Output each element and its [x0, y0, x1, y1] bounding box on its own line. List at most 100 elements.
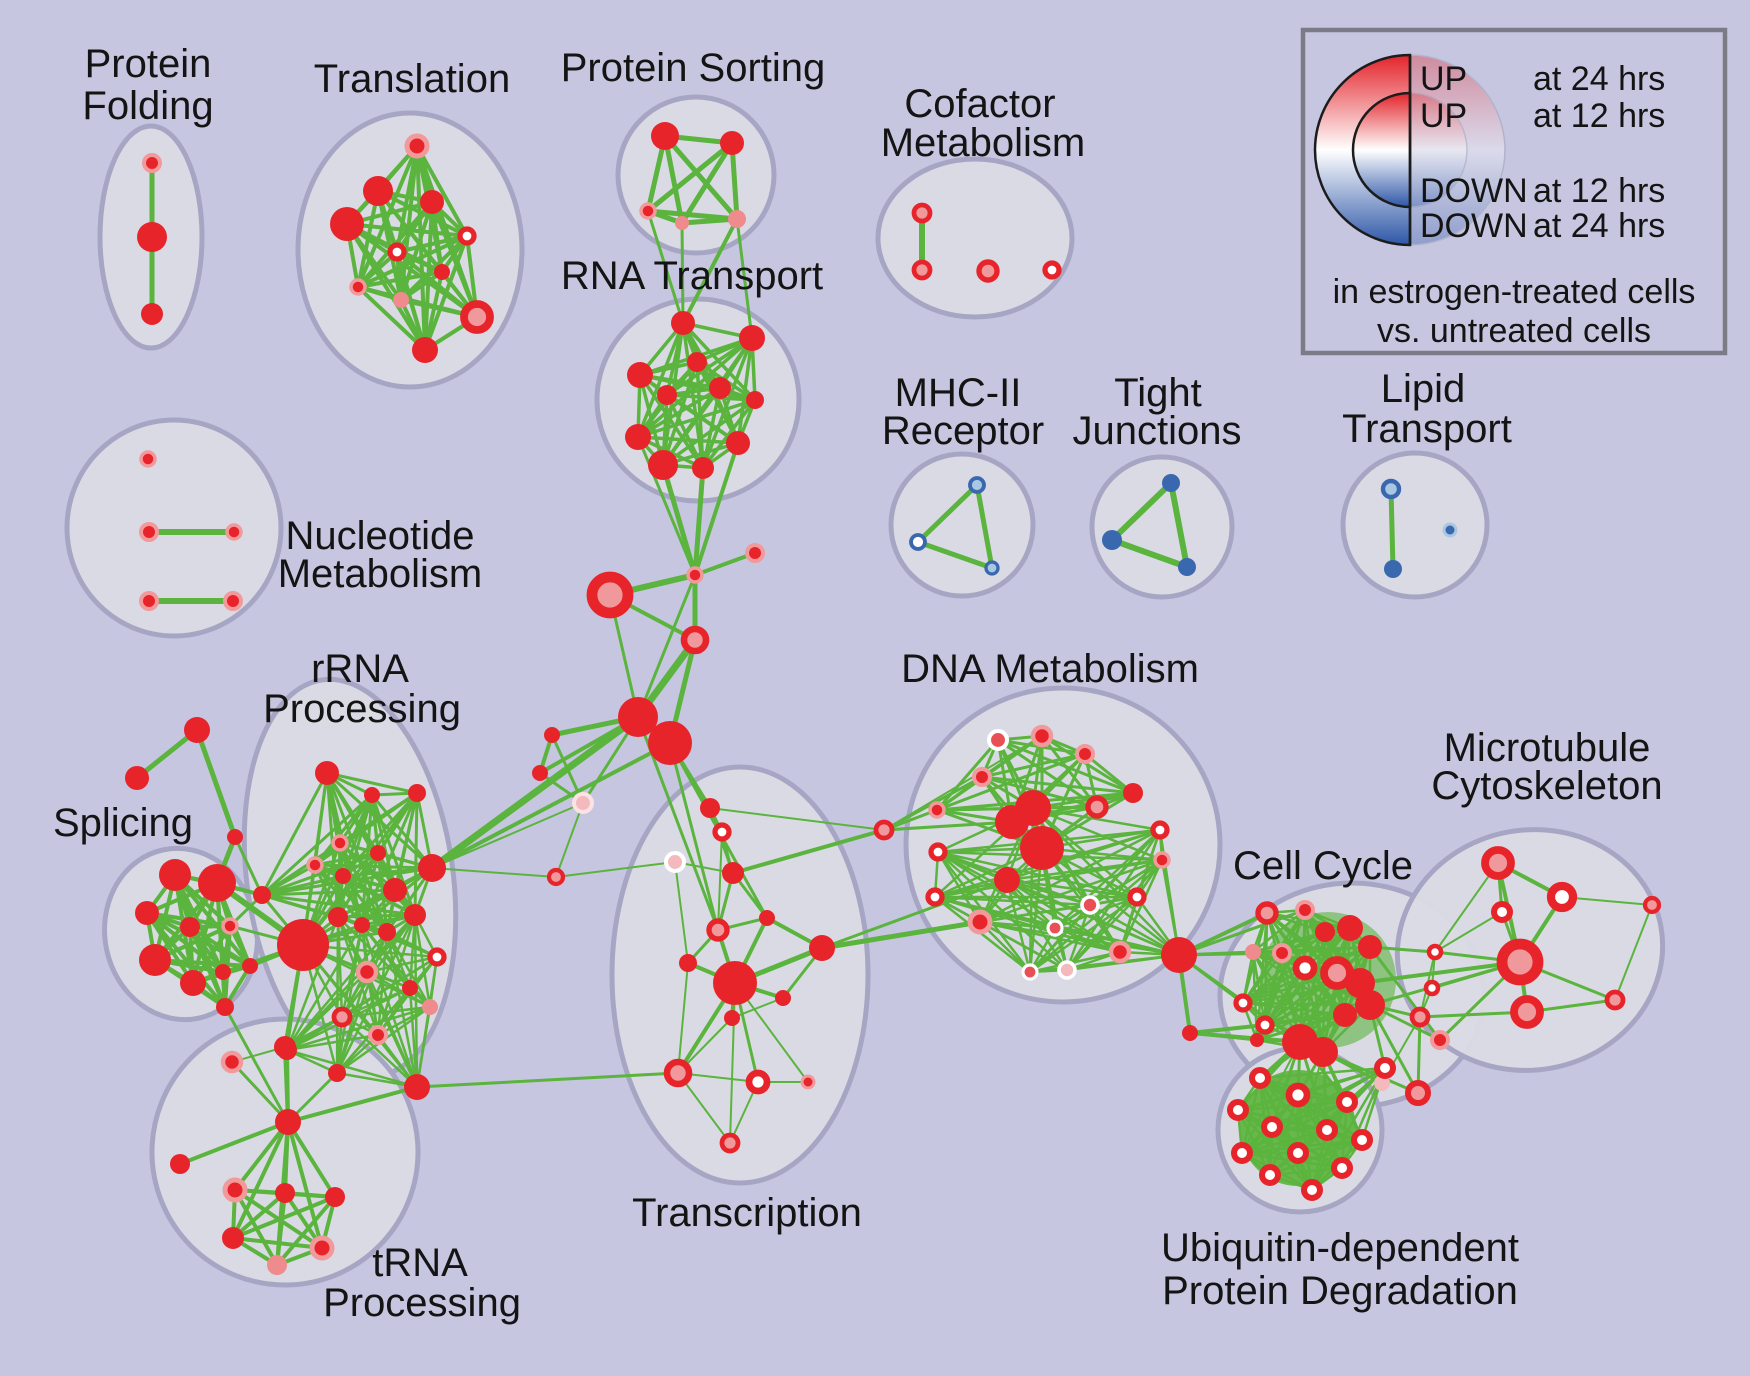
node-dn18: [1153, 851, 1171, 869]
node-s1: [651, 122, 679, 150]
node-cc4: [1337, 915, 1363, 941]
edge-pr1-rrc: [431, 802, 584, 869]
node-pf1: [142, 153, 162, 173]
edge-rr13-rr22: [413, 913, 419, 1089]
node-lp2: [1384, 560, 1402, 578]
edge-rr20-rr22: [285, 1048, 419, 1089]
cluster-rna-transport-label: RNA Transport: [561, 254, 823, 298]
legend-direction-label: UP: [1420, 97, 1467, 135]
node-dn1: [986, 728, 1010, 752]
edge-t1-t5: [415, 144, 469, 238]
node-ub4: [1227, 1099, 1249, 1121]
edge-rt8-rt11: [636, 435, 740, 445]
node-tx7: [745, 1069, 771, 1095]
edge-tnhub-tn5: [286, 1120, 324, 1250]
edge-t4-t11: [345, 222, 427, 352]
node-dn12: [1020, 826, 1064, 870]
node-cc9: [1333, 1003, 1357, 1027]
edge-txb-tx2: [717, 831, 723, 931]
node-rr17: [422, 999, 438, 1015]
node-txb: [712, 822, 732, 842]
node-hub2: [648, 721, 692, 765]
legend-time-label: at 24 hrs: [1533, 60, 1665, 98]
edge-mh1-mh2: [915, 482, 980, 545]
node-t3: [420, 190, 444, 214]
edge-txd-tx3: [674, 861, 689, 964]
node-dlow: [1182, 1025, 1198, 1041]
cluster-protein-sorting-label: Protein Sorting: [561, 46, 826, 90]
node-rt8: [625, 424, 651, 450]
node-tx2: [706, 918, 730, 942]
cluster-mhc-ii-receptor-label: Receptor: [882, 409, 1044, 453]
edge-txa-dconn: [709, 807, 885, 831]
legend-inner-right-half: [1409, 92, 1468, 208]
legend-footer-text: vs. untreated cells: [1377, 312, 1651, 350]
edge-hub1-rrc: [428, 713, 642, 872]
node-ub2: [1285, 1082, 1311, 1108]
node-sp8: [139, 944, 171, 976]
legend-footer-text: in estrogen-treated cells: [1333, 273, 1696, 311]
node-t4: [330, 207, 364, 241]
node-cc11: [1245, 944, 1261, 960]
edge-cc5-cc12: [1280, 945, 1372, 955]
node-dn3: [1075, 744, 1095, 764]
edge-dn3-dn4: [1083, 752, 1135, 795]
edge-dn14-dn18: [933, 858, 1164, 899]
edge-rr17-rr18: [340, 1005, 432, 1019]
edge-dn3-dn6: [935, 752, 1087, 812]
edge-tn2-tn6: [275, 1191, 287, 1267]
node-dn22: [1108, 940, 1132, 964]
node-mt4: [1496, 938, 1544, 986]
node-l2: [532, 765, 548, 781]
node-dn13: [994, 867, 1020, 893]
edge-cc16-ub8: [1241, 1041, 1301, 1154]
node-txa: [700, 798, 720, 818]
edge-tnhub-rr22: [286, 1085, 419, 1124]
nodes: [125, 122, 1662, 1275]
node-ub8: [1231, 1142, 1253, 1164]
edge-mh2-mh3: [915, 539, 995, 571]
edge-rt9-c1: [660, 462, 698, 578]
edge-t6-t10: [395, 250, 479, 319]
edge-tnhub-tn1: [233, 1120, 290, 1192]
node-c1: [686, 566, 704, 584]
edge-cc17-ub9: [1297, 1051, 1324, 1154]
edge-hub2-tx2: [668, 741, 720, 932]
node-t8: [349, 278, 367, 296]
edge-dn4-dn5: [980, 775, 1135, 795]
edge-s4-s5: [679, 216, 740, 226]
node-sp3: [135, 901, 159, 925]
edge-rr18-rr22: [340, 1015, 419, 1089]
node-txh: [713, 961, 757, 1005]
edge-t4-t5: [345, 222, 469, 238]
node-mt5: [1426, 943, 1444, 961]
edge-rr3-rr13: [413, 791, 419, 917]
node-ub1: [1249, 1067, 1271, 1089]
edge-tj2-tj3: [1109, 537, 1190, 570]
node-t2: [363, 176, 393, 206]
node-tn3: [325, 1187, 345, 1207]
cluster-nucleotide-metabolism-label: Metabolism: [278, 552, 483, 596]
node-cc5: [1358, 935, 1382, 959]
legend-time-label: at 24 hrs: [1533, 207, 1665, 245]
legend-box: [1300, 27, 1728, 356]
edge-rr8-rr12: [376, 851, 389, 934]
edge-tnhub-tn3: [286, 1120, 337, 1199]
edge-rr5-rr8: [313, 851, 380, 867]
edge-sp1-sp11: [173, 873, 252, 968]
node-txr: [809, 935, 835, 961]
node-rr3: [408, 784, 426, 802]
edge-s2-s5: [729, 140, 740, 222]
edge-rr7-rr9: [260, 888, 397, 897]
node-ub9: [1287, 1142, 1309, 1164]
node-dn14: [925, 887, 945, 907]
node-cf1: [911, 202, 933, 224]
node-c3: [680, 625, 710, 655]
cluster-tight-junctions-region: [1089, 454, 1235, 600]
edge-cc12-cc13: [1241, 951, 1284, 1005]
node-dn2: [1030, 724, 1054, 748]
node-rt5: [657, 385, 677, 405]
edge-rr17-rr22: [415, 1005, 432, 1089]
edge-rr5-rr7: [260, 863, 317, 897]
